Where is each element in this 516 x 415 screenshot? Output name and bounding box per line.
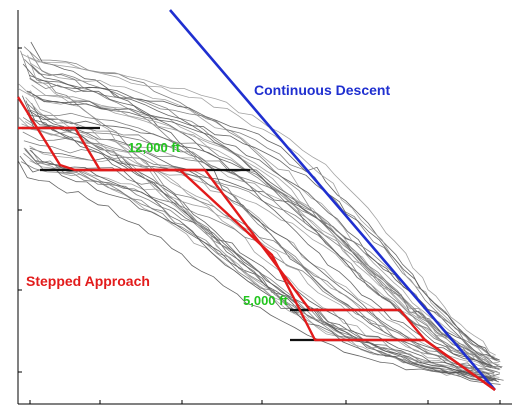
- label-12000-ft: 12,000 ft: [128, 140, 181, 155]
- flight-track: [27, 54, 498, 380]
- flight-track: [31, 65, 492, 367]
- flight-track: [20, 53, 496, 356]
- flight-track: [30, 62, 500, 361]
- label-continuous-descent: Continuous Descent: [254, 82, 390, 98]
- flight-track: [29, 57, 495, 357]
- flight-track: [21, 123, 494, 369]
- flight-track: [26, 90, 500, 361]
- flight-track: [23, 152, 495, 374]
- flight-tracks: [18, 41, 504, 385]
- continuous-descent-line: [169, 9, 496, 391]
- flight-track: [27, 109, 493, 368]
- flight-track: [24, 59, 500, 371]
- flight-track: [23, 147, 497, 381]
- series-lines: [16, 9, 496, 391]
- flight-track: [24, 149, 495, 382]
- flight-track: [24, 148, 504, 381]
- flight-track: [18, 161, 501, 385]
- label-5000-ft: 5,000 ft: [243, 293, 288, 308]
- flight-track: [29, 160, 496, 378]
- flight-track: [20, 50, 497, 380]
- flight-track: [25, 100, 499, 383]
- plot-frame: [17, 10, 512, 405]
- flight-track: [30, 90, 500, 378]
- flight-track: [22, 131, 501, 363]
- stepped-approach-lower-line: [16, 96, 496, 391]
- flight-track: [30, 109, 499, 370]
- flight-track: [22, 117, 493, 367]
- flight-track: [18, 117, 495, 376]
- flight-track: [29, 145, 493, 373]
- axis-ticks: [18, 47, 501, 404]
- flight-track: [18, 83, 500, 369]
- label-stepped-approach: Stepped Approach: [26, 273, 150, 289]
- flight-track: [26, 113, 490, 375]
- flight-track: [29, 51, 498, 373]
- flight-track: [20, 161, 492, 377]
- flight-track: [27, 103, 503, 367]
- flight-track: [19, 155, 496, 380]
- flight-track: [25, 108, 494, 382]
- flight-track: [29, 78, 495, 360]
- flight-track: [29, 149, 500, 380]
